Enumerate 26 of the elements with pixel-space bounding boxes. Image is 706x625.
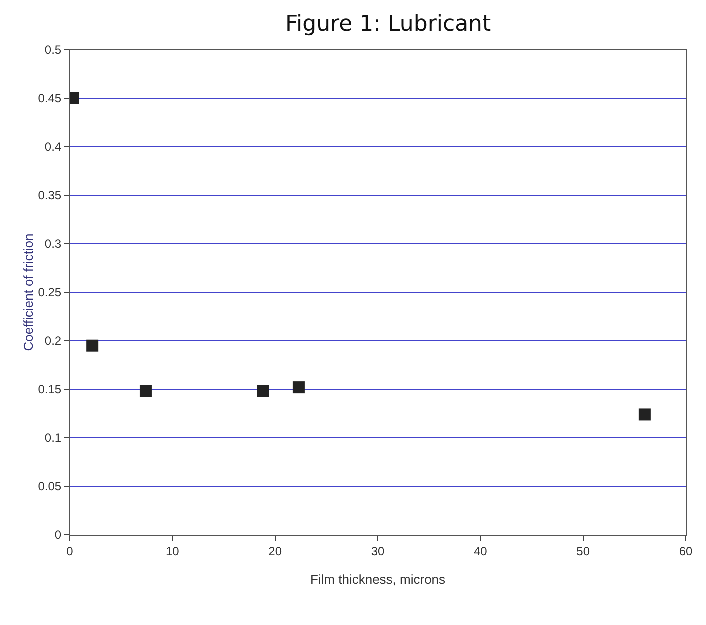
x-tick-label: 60 xyxy=(679,544,693,558)
point xyxy=(638,408,651,421)
y-tick-label: 0 xyxy=(54,528,62,542)
x-tick-label: 30 xyxy=(371,544,385,558)
x-tick-label: 40 xyxy=(474,544,488,558)
x-tick-label: 0 xyxy=(66,544,74,558)
chart-title: Figure 1: Lubricant xyxy=(285,12,492,38)
point xyxy=(292,382,305,394)
y-tick-label: 0.25 xyxy=(38,286,62,300)
point xyxy=(140,385,152,398)
y-tick-label: 0.05 xyxy=(38,480,62,494)
x-tick-label: 20 xyxy=(268,544,282,558)
y-axis-title: Coefficient of friction xyxy=(21,234,36,352)
y-tick-label: 0.5 xyxy=(44,43,62,58)
y-tick-label: 0.4 xyxy=(44,140,62,154)
point xyxy=(257,385,270,398)
x-axis-title: Film thickness, microns xyxy=(310,572,446,587)
x-tick-label: 50 xyxy=(576,544,590,558)
point xyxy=(86,340,99,352)
y-tick-label: 0.1 xyxy=(44,431,62,446)
y-tick-label: 0.2 xyxy=(44,334,62,348)
y-tick-label: 0.35 xyxy=(38,188,62,203)
y-tick-label: 0.45 xyxy=(38,92,62,106)
y-tick-label: 0.15 xyxy=(38,382,62,397)
x-tick-label: 10 xyxy=(166,544,180,558)
y-tick-label: 0.3 xyxy=(44,237,62,252)
